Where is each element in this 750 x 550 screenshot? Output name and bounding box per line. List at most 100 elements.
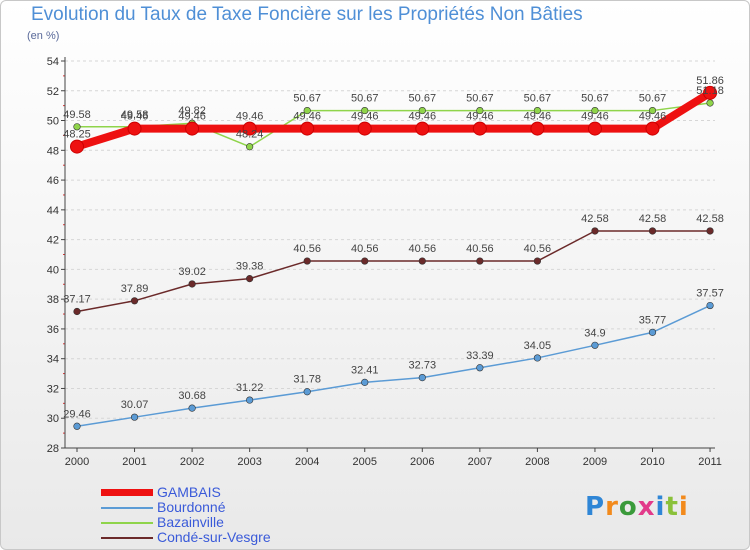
data-label-conde-sur-vesgre: 40.56: [466, 243, 494, 255]
data-point-conde-sur-vesgre: [591, 227, 599, 235]
data-label-bourdonne: 32.41: [351, 364, 379, 376]
legend-item-bourdonne: Bourdonné: [101, 499, 361, 515]
data-point-bourdonne: [648, 328, 657, 336]
x-tick-label: 2005: [353, 456, 377, 468]
data-label-bazainville: 50.67: [524, 93, 552, 105]
proxiti-logo: Proxiti: [585, 492, 689, 522]
y-tick-label: 38: [47, 294, 59, 306]
data-label-gambais: 49.46: [639, 111, 667, 123]
data-point-bazainville: [591, 106, 599, 115]
data-label-bazainville: 50.67: [351, 93, 379, 105]
data-label-bourdonne: 31.22: [236, 382, 264, 394]
y-tick-label: 32: [47, 383, 59, 395]
data-label-conde-sur-vesgre: 40.56: [409, 243, 437, 255]
data-label-gambais: 49.46: [581, 111, 609, 123]
y-tick-label: 48: [47, 145, 59, 157]
legend-label-gambais: GAMBAIS: [157, 484, 221, 500]
legend: GAMBAIS Bourdonné Bazainville Condé-sur-…: [101, 484, 361, 545]
data-point-bourdonne: [591, 341, 599, 349]
legend-swatch-conde-sur-vesgre: [101, 537, 153, 539]
legend-swatch-bazainville: [101, 522, 153, 524]
data-label-bazainville: 50.67: [639, 93, 667, 105]
data-point-gambais: [242, 121, 257, 136]
data-label-gambais: 49.46: [178, 111, 206, 123]
data-point-bourdonne: [533, 354, 542, 362]
y-axis-unit: (en %): [27, 30, 60, 42]
x-tick-label: 2011: [698, 456, 722, 468]
data-label-gambais: 51.86: [696, 75, 724, 87]
data-label-bourdonne: 34.05: [524, 340, 552, 352]
series-line-bazainville: [76, 102, 711, 148]
data-point-gambais: [300, 121, 315, 136]
logo-letter: t: [665, 492, 679, 522]
data-point-bourdonne: [476, 364, 484, 372]
data-point-conde-sur-vesgre: [188, 280, 196, 288]
data-label-gambais: 49.46: [121, 111, 149, 123]
data-point-conde-sur-vesgre: [648, 227, 657, 235]
data-point-bourdonne: [418, 373, 426, 382]
data-label-gambais: 49.46: [466, 111, 494, 123]
data-label-bazainville: 49.58: [63, 109, 91, 121]
data-point-conde-sur-vesgre: [130, 297, 139, 305]
data-point-bazainville: [533, 106, 542, 115]
data-label-conde-sur-vesgre: 42.58: [581, 213, 609, 225]
logo-letter: o: [618, 492, 638, 522]
data-label-gambais: 49.46: [293, 111, 321, 123]
data-point-gambais: [127, 121, 142, 136]
y-tick-label: 50: [47, 116, 59, 128]
y-tick-label: 44: [47, 205, 59, 217]
data-point-gambais: [70, 139, 84, 154]
legend-item-conde-sur-vesgre: Condé-sur-Vesgre: [101, 529, 361, 545]
data-label-gambais: 49.46: [409, 111, 437, 123]
x-tick-label: 2007: [468, 456, 492, 468]
y-tick-label: 54: [47, 56, 59, 68]
data-label-conde-sur-vesgre: 37.89: [121, 283, 149, 295]
data-point-bazainville: [418, 106, 426, 115]
legend-label-bazainville: Bazainville: [157, 514, 224, 530]
x-tick-label: 2009: [583, 456, 607, 468]
data-point-bazainville: [361, 106, 369, 115]
logo-letter: i: [655, 492, 666, 522]
data-point-gambais: [587, 121, 602, 136]
x-tick-label: 2008: [525, 456, 549, 468]
x-tick-label: 2002: [180, 456, 204, 468]
data-label-gambais: 49.46: [524, 111, 552, 123]
data-point-gambais: [530, 121, 545, 136]
x-tick-label: 2004: [295, 456, 319, 468]
data-point-bazainville: [648, 106, 657, 115]
data-point-bazainville: [73, 123, 81, 131]
series-line-gambais: [73, 88, 715, 151]
y-tick-label: 34: [47, 354, 59, 366]
data-label-bourdonne: 30.07: [121, 399, 149, 411]
data-point-gambais: [415, 121, 430, 136]
data-point-bazainville: [303, 106, 311, 115]
logo-letter: x: [637, 492, 656, 522]
data-point-bazainville: [706, 99, 714, 107]
y-tick-label: 52: [47, 86, 59, 98]
data-point-conde-sur-vesgre: [246, 275, 254, 283]
data-label-bourdonne: 31.78: [293, 374, 321, 386]
legend-label-bourdonne: Bourdonné: [157, 499, 226, 515]
data-point-bourdonne: [73, 422, 81, 430]
data-point-gambais: [185, 121, 200, 136]
data-label-gambais: 48.25: [63, 129, 91, 141]
data-label-bourdonne: 32.73: [409, 360, 437, 372]
logo-letter: i: [678, 492, 689, 522]
data-label-bourdonne: 29.46: [63, 408, 91, 420]
data-point-bourdonne: [361, 378, 369, 386]
logo-letter: P: [585, 492, 606, 522]
legend-label-conde-sur-vesgre: Condé-sur-Vesgre: [157, 529, 271, 545]
data-label-bourdonne: 37.57: [696, 288, 724, 300]
y-tick-label: 30: [47, 413, 59, 425]
data-point-bazainville: [476, 106, 484, 115]
data-label-conde-sur-vesgre: 42.58: [639, 213, 667, 225]
legend-item-gambais: GAMBAIS: [101, 484, 361, 500]
y-tick-label: 28: [47, 443, 59, 455]
data-point-conde-sur-vesgre: [361, 257, 369, 265]
data-point-bourdonne: [188, 404, 196, 412]
data-label-bourdonne: 30.68: [178, 390, 206, 402]
data-label-bazainville: 49.82: [178, 105, 206, 117]
data-point-conde-sur-vesgre: [303, 257, 311, 265]
